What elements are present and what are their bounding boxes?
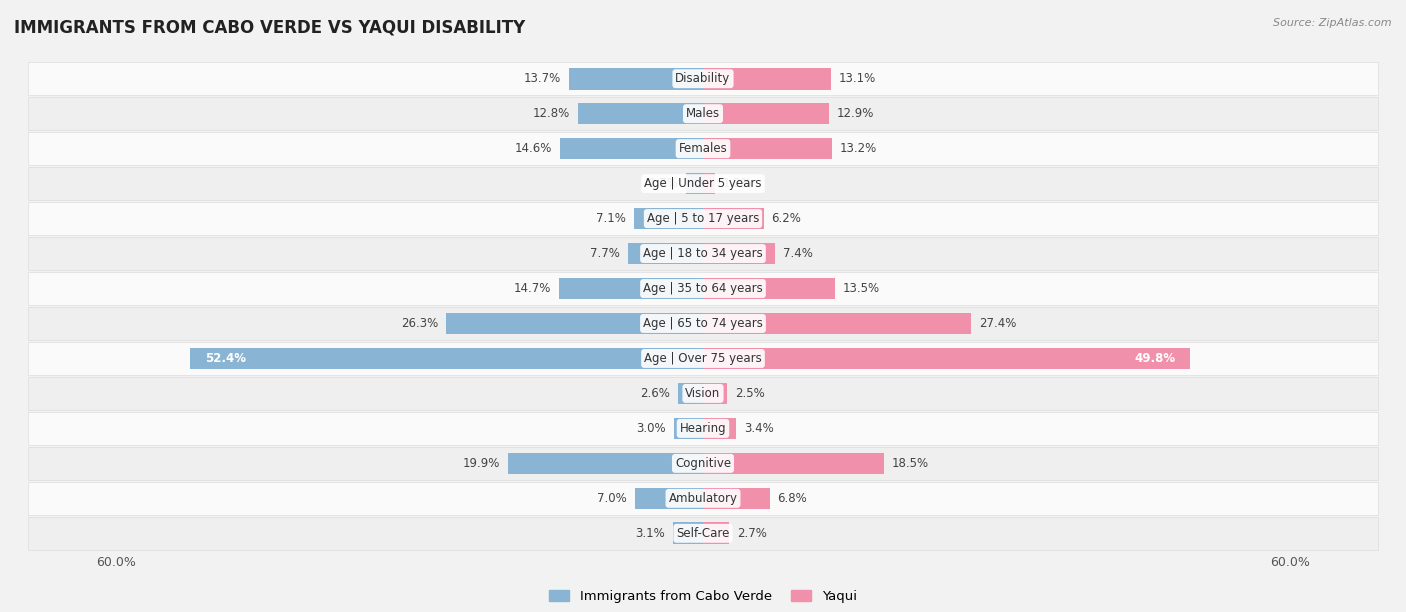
Text: Age | 65 to 74 years: Age | 65 to 74 years <box>643 317 763 330</box>
Bar <box>190 348 703 369</box>
Bar <box>634 207 703 230</box>
Bar <box>28 376 1378 410</box>
Bar <box>28 412 1378 445</box>
Text: 7.4%: 7.4% <box>783 247 813 260</box>
Bar <box>703 207 763 230</box>
Text: 19.9%: 19.9% <box>463 457 501 470</box>
Bar <box>28 341 1378 375</box>
Text: 27.4%: 27.4% <box>979 317 1017 330</box>
Bar <box>703 173 714 195</box>
Text: 3.0%: 3.0% <box>636 422 666 435</box>
Text: Males: Males <box>686 107 720 120</box>
Text: Ambulatory: Ambulatory <box>668 492 738 505</box>
Bar <box>703 488 769 509</box>
Text: 13.1%: 13.1% <box>839 72 876 85</box>
Bar <box>28 62 1378 95</box>
Bar <box>703 523 730 544</box>
Text: IMMIGRANTS FROM CABO VERDE VS YAQUI DISABILITY: IMMIGRANTS FROM CABO VERDE VS YAQUI DISA… <box>14 18 526 36</box>
Text: 14.7%: 14.7% <box>515 282 551 295</box>
Text: Vision: Vision <box>685 387 721 400</box>
Bar <box>28 202 1378 236</box>
Bar <box>627 243 703 264</box>
Bar <box>509 452 703 474</box>
Text: Age | 35 to 64 years: Age | 35 to 64 years <box>643 282 763 295</box>
Text: Age | Over 75 years: Age | Over 75 years <box>644 352 762 365</box>
Text: 3.1%: 3.1% <box>636 527 665 540</box>
Text: Self-Care: Self-Care <box>676 527 730 540</box>
Text: 13.7%: 13.7% <box>524 72 561 85</box>
Text: 12.9%: 12.9% <box>837 107 875 120</box>
Text: 7.7%: 7.7% <box>591 247 620 260</box>
Text: Age | 5 to 17 years: Age | 5 to 17 years <box>647 212 759 225</box>
Bar <box>28 237 1378 271</box>
Text: Age | Under 5 years: Age | Under 5 years <box>644 177 762 190</box>
Text: 18.5%: 18.5% <box>891 457 929 470</box>
Bar <box>703 103 830 124</box>
Text: Disability: Disability <box>675 72 731 85</box>
Bar <box>703 243 775 264</box>
Text: 1.7%: 1.7% <box>648 177 679 190</box>
Bar <box>28 97 1378 130</box>
Bar <box>634 488 703 509</box>
Bar <box>28 482 1378 515</box>
Bar <box>28 307 1378 340</box>
Bar <box>703 68 831 89</box>
Bar <box>703 452 884 474</box>
Bar <box>703 417 737 439</box>
Text: 7.1%: 7.1% <box>596 212 626 225</box>
Text: 49.8%: 49.8% <box>1135 352 1175 365</box>
Bar <box>686 173 703 195</box>
Bar <box>673 417 703 439</box>
Bar <box>703 138 832 160</box>
Bar <box>446 313 703 334</box>
Bar <box>28 447 1378 480</box>
Text: 7.0%: 7.0% <box>598 492 627 505</box>
Bar <box>28 167 1378 200</box>
Text: Source: ZipAtlas.com: Source: ZipAtlas.com <box>1274 18 1392 28</box>
Text: Cognitive: Cognitive <box>675 457 731 470</box>
Text: 2.7%: 2.7% <box>737 527 768 540</box>
Text: Hearing: Hearing <box>679 422 727 435</box>
Text: 26.3%: 26.3% <box>401 317 437 330</box>
Text: 6.2%: 6.2% <box>772 212 801 225</box>
Text: 3.4%: 3.4% <box>744 422 773 435</box>
Text: 6.8%: 6.8% <box>778 492 807 505</box>
Text: 2.6%: 2.6% <box>640 387 669 400</box>
Text: 12.8%: 12.8% <box>533 107 569 120</box>
Bar <box>560 138 703 160</box>
Bar <box>578 103 703 124</box>
Bar <box>703 348 1189 369</box>
Text: 14.6%: 14.6% <box>515 142 553 155</box>
Bar <box>703 382 727 405</box>
Text: 2.5%: 2.5% <box>735 387 765 400</box>
Text: 13.5%: 13.5% <box>842 282 880 295</box>
Bar <box>672 523 703 544</box>
Text: 1.2%: 1.2% <box>723 177 752 190</box>
Bar <box>703 278 835 299</box>
Bar <box>678 382 703 405</box>
Bar <box>703 313 972 334</box>
Bar <box>28 272 1378 305</box>
Bar <box>28 132 1378 165</box>
Bar <box>560 278 703 299</box>
Text: 13.2%: 13.2% <box>839 142 877 155</box>
Text: Age | 18 to 34 years: Age | 18 to 34 years <box>643 247 763 260</box>
Bar <box>569 68 703 89</box>
Text: 52.4%: 52.4% <box>205 352 246 365</box>
Text: Females: Females <box>679 142 727 155</box>
Legend: Immigrants from Cabo Verde, Yaqui: Immigrants from Cabo Verde, Yaqui <box>550 589 856 603</box>
Bar <box>28 517 1378 550</box>
